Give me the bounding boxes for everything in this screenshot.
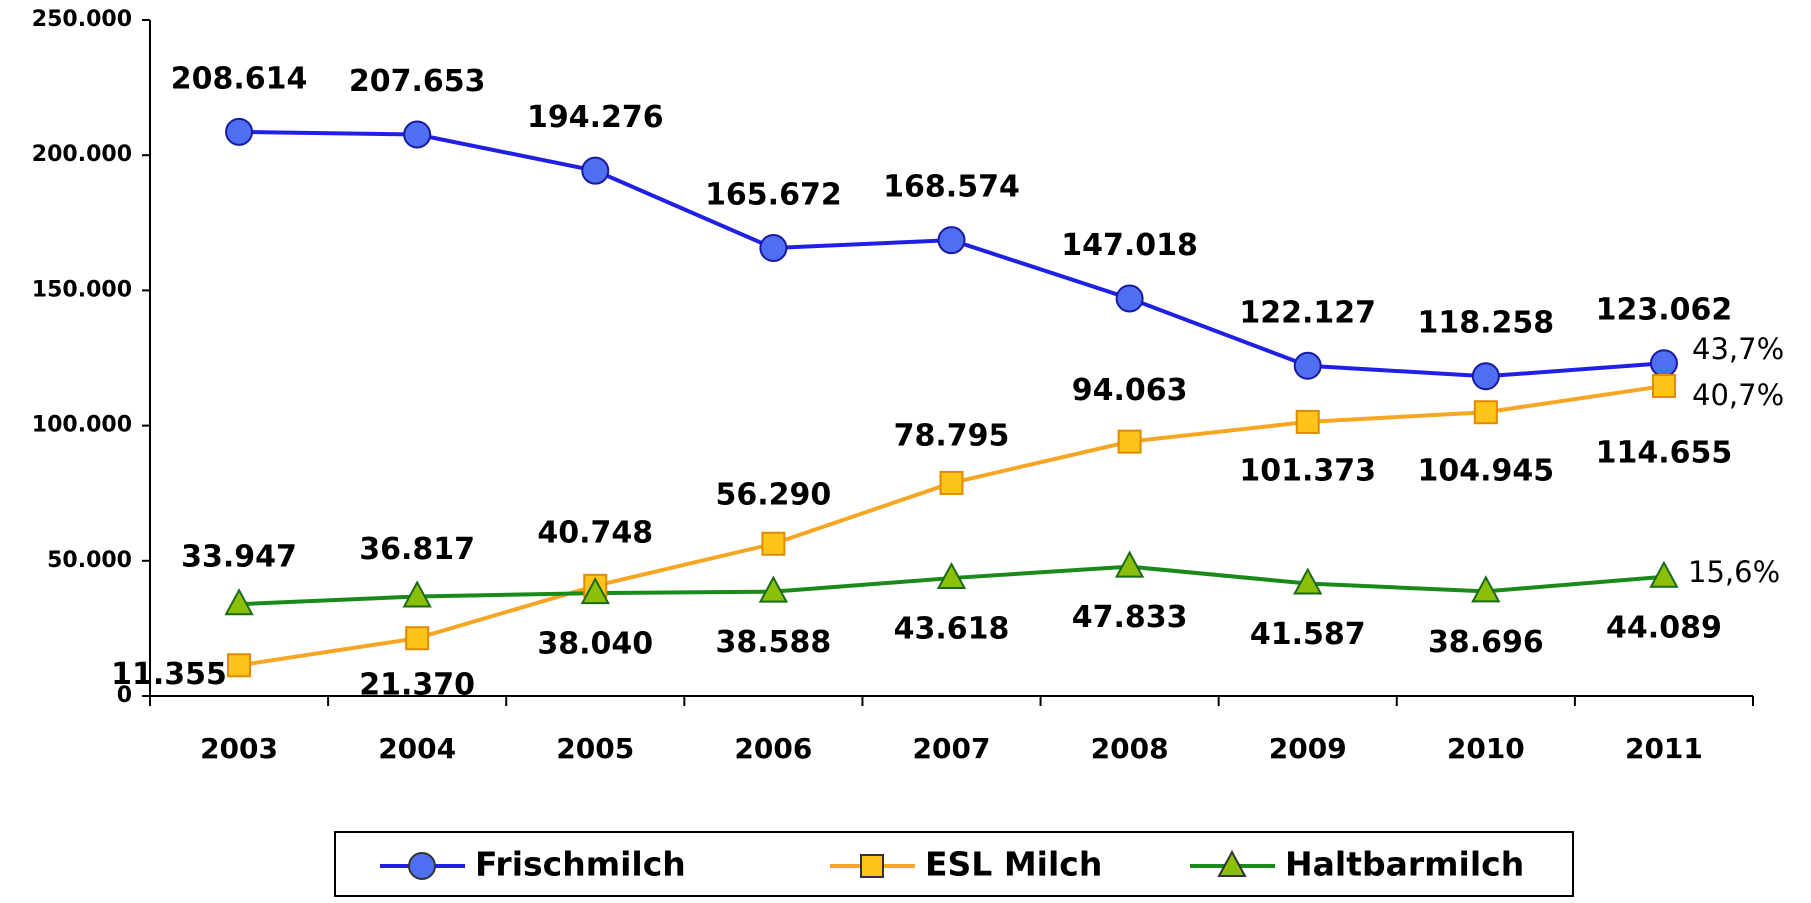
marker (227, 653, 252, 678)
annotation: 15,6% (1688, 555, 1780, 589)
annotation: 40,7% (1692, 378, 1784, 412)
marker (1651, 373, 1676, 398)
marker (1115, 284, 1144, 313)
x-tick-label: 2010 (1447, 732, 1525, 765)
value-label: 114.655 (1596, 435, 1733, 470)
marker (761, 531, 786, 556)
marker (1649, 560, 1679, 588)
value-label: 40.748 (537, 515, 653, 550)
y-tick-label: 200.000 (32, 142, 132, 167)
value-label: 147.018 (1061, 228, 1198, 263)
marker (1471, 362, 1500, 391)
value-label: 47.833 (1072, 600, 1188, 635)
value-label: 101.373 (1239, 453, 1376, 488)
value-label: 94.063 (1072, 373, 1188, 408)
y-tick-label: 250.000 (32, 7, 132, 32)
value-label: 118.258 (1418, 306, 1555, 341)
marker (225, 117, 254, 146)
marker (224, 588, 254, 616)
marker (1473, 400, 1498, 425)
marker (405, 626, 430, 651)
marker (580, 577, 610, 605)
x-tick-label: 2008 (1091, 732, 1169, 765)
marker (1114, 550, 1145, 578)
value-label: 56.290 (715, 477, 831, 512)
value-label: 21.370 (359, 668, 475, 703)
value-label: 208.614 (171, 61, 308, 96)
value-label: 38.040 (537, 627, 653, 662)
value-label: 36.817 (359, 532, 475, 567)
marker (759, 234, 788, 263)
marker (403, 120, 432, 149)
value-label: 43.618 (894, 612, 1010, 647)
marker (402, 580, 432, 608)
marker (939, 470, 964, 495)
marker (1471, 575, 1501, 603)
legend-marker (860, 854, 884, 878)
x-tick-label: 2005 (556, 732, 634, 765)
value-label: 194.276 (527, 100, 664, 135)
marker (1295, 409, 1320, 434)
marker (581, 156, 610, 185)
value-label: 122.127 (1239, 295, 1376, 330)
x-tick-label: 2009 (1269, 732, 1347, 765)
marker (936, 561, 967, 590)
y-tick-label: 50.000 (47, 548, 132, 573)
marker (1293, 567, 1323, 595)
legend-label: Frischmilch (475, 845, 686, 884)
x-tick-label: 2007 (913, 732, 991, 765)
marker (758, 575, 789, 603)
value-label: 168.574 (883, 170, 1020, 205)
value-label: 11.355 (111, 657, 227, 692)
marker (1293, 351, 1322, 380)
x-tick-label: 2011 (1625, 732, 1703, 765)
legend-label: ESL Milch (925, 845, 1102, 884)
value-label: 165.672 (705, 178, 842, 213)
x-tick-label: 2006 (734, 732, 812, 765)
legend-label: Haltbarmilch (1285, 845, 1524, 884)
y-tick-label: 0 (117, 683, 132, 708)
legend-box (334, 831, 1574, 897)
annotation: 43,7% (1692, 332, 1784, 366)
value-label: 33.947 (181, 540, 297, 575)
x-tick-label: 2003 (200, 732, 278, 765)
value-label: 44.089 (1606, 610, 1722, 645)
marker (937, 226, 966, 255)
legend-marker (408, 852, 436, 880)
value-label: 38.588 (715, 625, 831, 660)
y-tick-label: 100.000 (32, 413, 132, 438)
legend-marker (1217, 849, 1247, 877)
value-label: 104.945 (1418, 454, 1555, 489)
marker (1649, 349, 1678, 378)
x-tick-label: 2004 (378, 732, 456, 765)
value-label: 207.653 (349, 64, 486, 99)
value-label: 78.795 (894, 418, 1010, 453)
y-tick-label: 150.000 (32, 277, 132, 302)
value-label: 123.062 (1596, 293, 1733, 328)
value-label: 41.587 (1250, 617, 1366, 652)
value-label: 38.696 (1428, 625, 1544, 660)
marker (1117, 429, 1142, 454)
